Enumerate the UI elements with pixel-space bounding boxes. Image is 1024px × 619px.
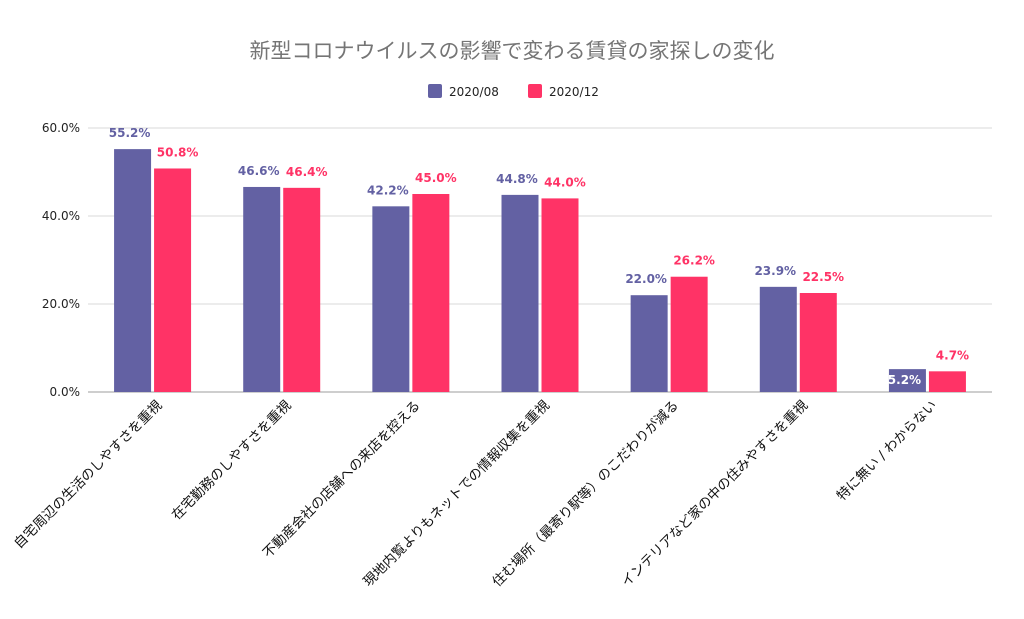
data-label: 46.4% — [286, 165, 328, 179]
bar — [114, 149, 152, 392]
data-label: 46.6% — [238, 164, 280, 178]
bar — [372, 206, 410, 392]
data-labels: 55.2% 50.8% 46.6% 46.4% 42.2% 45.0% 44.8% 44.0%… — [109, 126, 969, 387]
data-label: 44.8% — [496, 172, 538, 186]
data-label: 22.5% — [802, 270, 844, 284]
legend: 2020/08 2020/12 — [428, 84, 599, 99]
data-label: 55.2% — [109, 126, 151, 140]
data-label: 22.0% — [625, 272, 667, 286]
bar — [799, 293, 837, 392]
x-axis-category-labels: 自宅周辺の生活のしやすさを重視 在宅勤務のしやすさを重視不動産会社の店舗への来店を… — [11, 396, 940, 590]
bar — [412, 194, 450, 392]
y-tick-label: 60.0% — [42, 121, 80, 135]
legend-swatch-2020-08 — [428, 84, 442, 98]
bar — [501, 194, 539, 392]
data-label: 23.9% — [754, 264, 796, 278]
data-label: 50.8% — [157, 145, 199, 159]
gridlines — [88, 127, 992, 393]
chart-title: 新型コロナウイルスの影響で変わる賃貸の家探しの変化 — [250, 39, 775, 63]
legend-swatch-2020-12 — [528, 84, 542, 98]
y-axis-tick-labels: 0.0% 20.0% 40.0% 60.0% — [42, 121, 80, 399]
bars — [114, 149, 966, 392]
data-label: 44.0% — [544, 175, 586, 189]
y-tick-label: 20.0% — [42, 297, 80, 311]
category-label: 自宅周辺の生活のしやすさを重視 — [11, 397, 166, 552]
y-tick-label: 0.0% — [50, 385, 81, 399]
category-label: 特に無い / わからない — [834, 398, 941, 505]
data-label: 4.7% — [936, 348, 969, 362]
bar — [888, 369, 926, 392]
bar — [759, 286, 797, 392]
legend-label-2020-12: 2020/12 — [549, 85, 599, 99]
bar — [243, 186, 281, 392]
bar — [541, 198, 579, 392]
legend-label-2020-08: 2020/08 — [449, 85, 499, 99]
bar — [154, 168, 192, 392]
data-label: 5.2% — [888, 373, 921, 387]
bar — [283, 187, 321, 392]
data-label: 26.2% — [673, 254, 715, 268]
bar — [630, 295, 668, 392]
data-label: 42.2% — [367, 183, 409, 197]
bar — [928, 371, 966, 392]
category-label: 在宅勤務のしやすさを重視 — [169, 397, 295, 523]
bar — [670, 276, 708, 392]
y-tick-label: 40.0% — [42, 209, 80, 223]
data-label: 45.0% — [415, 171, 457, 185]
category-label: 不動産会社の店舗への来店を控える — [260, 398, 424, 562]
